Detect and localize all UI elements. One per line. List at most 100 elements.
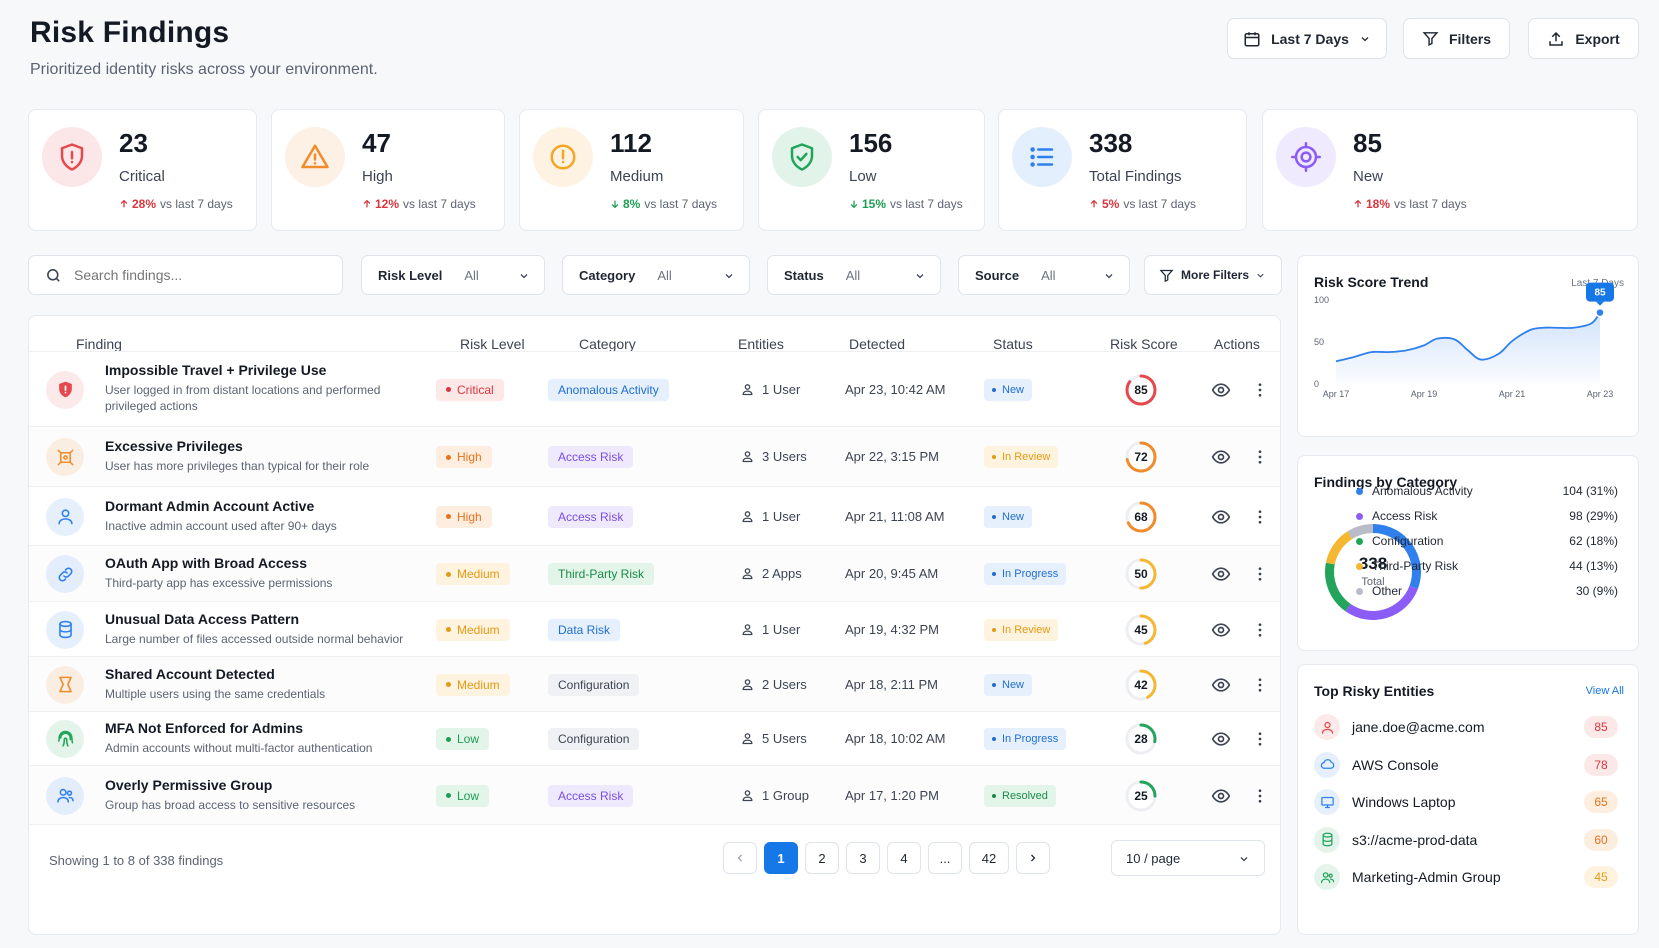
status-filter[interactable]: Status All — [767, 255, 941, 295]
kebab-menu-icon[interactable] — [1251, 448, 1269, 466]
legend-item[interactable]: Configuration 62 (18%) — [1356, 534, 1618, 548]
kebab-menu-icon[interactable] — [1251, 565, 1269, 583]
kpi-card-low[interactable]: 156 Low 15% vs last 7 days — [758, 109, 985, 231]
column-header-risk-score[interactable]: Risk Score — [1110, 336, 1178, 352]
risk-score-ring: 85 — [1124, 373, 1158, 407]
risk-level-filter[interactable]: Risk Level All — [361, 255, 545, 295]
kebab-menu-icon[interactable] — [1251, 730, 1269, 748]
donut-slice-other[interactable] — [1347, 524, 1373, 539]
eye-icon[interactable] — [1211, 447, 1231, 467]
eye-icon[interactable] — [1211, 786, 1231, 806]
entities-cell[interactable]: 5 Users — [740, 731, 807, 746]
filters-button[interactable]: Filters — [1403, 18, 1510, 59]
kebab-menu-icon[interactable] — [1251, 381, 1269, 399]
next-page-button[interactable] — [1016, 842, 1050, 874]
finding-title[interactable]: OAuth App with Broad Access — [105, 555, 307, 571]
status-badge: In Progress — [984, 728, 1067, 750]
page-button-3[interactable]: 3 — [846, 842, 880, 874]
source-filter[interactable]: Source All — [958, 255, 1130, 295]
page-button-2[interactable]: 2 — [805, 842, 839, 874]
table-row[interactable]: Shared Account Detected Multiple users us… — [29, 656, 1280, 711]
finding-title[interactable]: Shared Account Detected — [105, 665, 275, 682]
category-badge: Access Risk — [548, 784, 634, 807]
risk-score-ring: 68 — [1124, 500, 1158, 534]
entities-cell[interactable]: 1 User — [740, 382, 800, 397]
entity-row[interactable]: AWS Console 78 — [1314, 750, 1618, 780]
kpi-card-critical[interactable]: 23 Critical 28% vs last 7 days — [28, 109, 257, 231]
table-row[interactable]: Excessive Privileges User has more privil… — [29, 426, 1280, 486]
donut-slice-third-party-risk[interactable] — [1325, 531, 1353, 565]
trend-last-point[interactable] — [1595, 307, 1605, 318]
legend-item[interactable]: Third-Party Risk 44 (13%) — [1356, 559, 1618, 573]
column-header-detected[interactable]: Detected — [849, 336, 906, 352]
per-page-select[interactable]: 10 / page — [1111, 840, 1265, 876]
finding-description: User logged in from distant locations an… — [105, 382, 381, 413]
page-button-4[interactable]: 4 — [887, 842, 921, 874]
export-button[interactable]: Export — [1528, 18, 1639, 59]
donut-slice-anomalous-activity[interactable] — [1373, 524, 1421, 590]
column-header-status[interactable]: Status — [993, 336, 1033, 352]
legend-item[interactable]: Anomalous Activity 104 (31%) — [1356, 484, 1618, 498]
entity-row[interactable]: Marketing-Admin Group 45 — [1314, 862, 1618, 892]
finding-title[interactable]: MFA Not Enforced for Admins — [105, 720, 304, 736]
donut-slice-access-risk[interactable] — [1345, 585, 1418, 620]
finding-title[interactable]: Overly Permissive Group — [105, 776, 273, 793]
search-input[interactable] — [74, 267, 314, 283]
table-row[interactable]: OAuth App with Broad Access Third-party a… — [29, 545, 1280, 601]
table-row[interactable]: Overly Permissive Group Group has broad a… — [29, 765, 1280, 824]
page-button-42[interactable]: 42 — [969, 842, 1009, 874]
entities-cell[interactable]: 1 User — [740, 622, 800, 637]
entity-row[interactable]: s3://acme-prod-data 60 — [1314, 825, 1618, 855]
kebab-menu-icon[interactable] — [1251, 787, 1269, 805]
page-button-1[interactable]: 1 — [764, 842, 798, 874]
date-range-dropdown[interactable]: Last 7 Days — [1227, 18, 1387, 59]
eye-icon[interactable] — [1211, 675, 1231, 695]
category-filter-label: Category — [579, 267, 636, 283]
entity-row[interactable]: Windows Laptop 65 — [1314, 787, 1618, 817]
legend-dot — [1356, 537, 1363, 545]
kpi-card-total-findings[interactable]: 338 Total Findings 5% vs last 7 days — [998, 109, 1247, 231]
arrow-up-icon — [1089, 199, 1099, 209]
more-filters-button[interactable]: More Filters — [1144, 255, 1282, 295]
view-all-link[interactable]: View All — [1585, 685, 1624, 697]
finding-title[interactable]: Excessive Privileges — [105, 438, 243, 454]
finding-title[interactable]: Dormant Admin Account Active — [105, 497, 315, 514]
kebab-menu-icon[interactable] — [1251, 621, 1269, 639]
legend-item[interactable]: Other 30 (9%) — [1356, 584, 1618, 598]
kpi-card-new[interactable]: 85 New 18% vs last 7 days — [1262, 109, 1638, 231]
entities-cell[interactable]: 3 Users — [740, 449, 807, 464]
entities-cell[interactable]: 1 Group — [740, 788, 809, 803]
kpi-card-medium[interactable]: 112 Medium 8% vs last 7 days — [519, 109, 744, 231]
table-row[interactable]: MFA Not Enforced for Admins Admin account… — [29, 711, 1280, 765]
eye-icon[interactable] — [1211, 564, 1231, 584]
kebab-menu-icon[interactable] — [1251, 508, 1269, 526]
table-row[interactable]: Unusual Data Access Pattern Large number … — [29, 601, 1280, 656]
table-row[interactable]: Impossible Travel + Privilege Use User lo… — [29, 351, 1280, 426]
finding-title[interactable]: Impossible Travel + Privilege Use — [105, 361, 327, 378]
entity-row[interactable]: jane.doe@acme.com 85 — [1314, 712, 1618, 742]
finding-title[interactable]: Unusual Data Access Pattern — [105, 610, 299, 627]
kebab-menu-icon[interactable] — [1251, 676, 1269, 694]
prev-page-button[interactable] — [723, 842, 757, 874]
legend-item[interactable]: Access Risk 98 (29%) — [1356, 509, 1618, 523]
risk-score-ring: 72 — [1124, 440, 1158, 474]
search-box[interactable] — [28, 255, 343, 295]
eye-icon[interactable] — [1211, 729, 1231, 749]
category-filter[interactable]: Category All — [562, 255, 750, 295]
eye-icon[interactable] — [1211, 620, 1231, 640]
donut-slice-configuration[interactable] — [1325, 562, 1351, 612]
table-row[interactable]: Dormant Admin Account Active Inactive adm… — [29, 486, 1280, 545]
column-header-entities[interactable]: Entities — [738, 336, 784, 352]
legend-label: Anomalous Activity — [1372, 484, 1473, 498]
column-header-finding[interactable]: Finding — [76, 336, 122, 352]
eye-icon[interactable] — [1211, 507, 1231, 527]
entities-cell[interactable]: 2 Users — [740, 677, 807, 692]
eye-icon[interactable] — [1211, 380, 1231, 400]
entities-cell[interactable]: 1 User — [740, 509, 800, 524]
x-tick-label: Apr 23 — [1587, 389, 1614, 399]
column-header-category[interactable]: Category — [579, 336, 636, 352]
column-header-risk-level[interactable]: Risk Level — [460, 336, 525, 352]
kpi-card-high[interactable]: 47 High 12% vs last 7 days — [271, 109, 505, 231]
risk-level-text: Medium — [457, 622, 500, 637]
entities-cell[interactable]: 2 Apps — [740, 566, 802, 581]
